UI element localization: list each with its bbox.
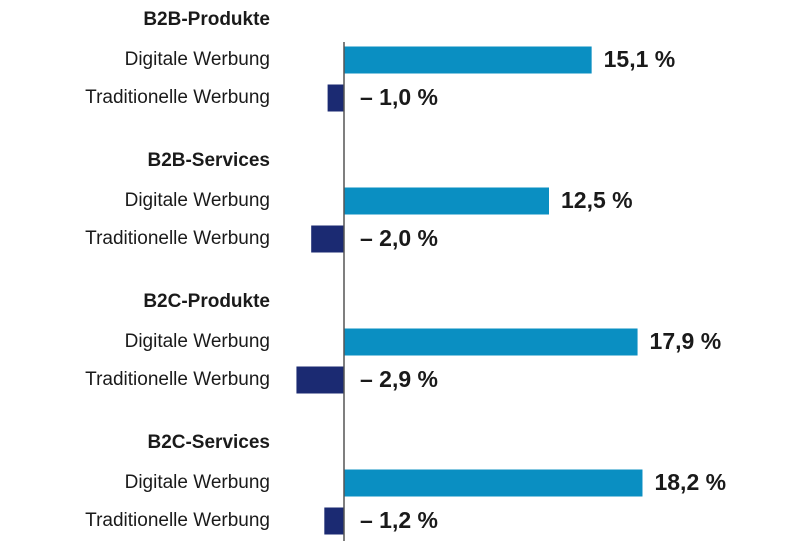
series-label: Digitale Werbung [125, 49, 270, 70]
series-label: Traditionelle Werbung [85, 228, 270, 249]
value-label: – 2,9 % [360, 366, 438, 392]
bar-traditional-3 [324, 507, 344, 535]
value-label: – 2,0 % [360, 225, 438, 251]
group-label-2: B2C-Produkte [143, 291, 270, 312]
value-label: 18,2 % [654, 469, 726, 495]
group-label-0: B2B-Produkte [143, 9, 270, 30]
series-label: Traditionelle Werbung [85, 87, 270, 108]
series-label: Traditionelle Werbung [85, 369, 270, 390]
value-label: – 1,2 % [360, 507, 438, 533]
value-label: 12,5 % [561, 187, 633, 213]
series-label: Digitale Werbung [125, 331, 270, 352]
bar-traditional-0 [327, 84, 344, 112]
value-label: – 1,0 % [360, 84, 438, 110]
series-label: Digitale Werbung [125, 190, 270, 211]
bar-digital-2 [344, 328, 638, 356]
value-label: 17,9 % [650, 328, 722, 354]
group-label-3: B2C-Services [147, 432, 270, 453]
bar-traditional-2 [296, 366, 344, 394]
bar-digital-3 [344, 469, 643, 497]
value-label: 15,1 % [604, 46, 676, 72]
bar-digital-1 [344, 187, 549, 215]
bar-traditional-1 [311, 225, 344, 253]
series-label: Digitale Werbung [125, 472, 270, 493]
bar-digital-0 [344, 46, 592, 74]
group-label-1: B2B-Services [147, 150, 270, 171]
series-label: Traditionelle Werbung [85, 510, 270, 531]
